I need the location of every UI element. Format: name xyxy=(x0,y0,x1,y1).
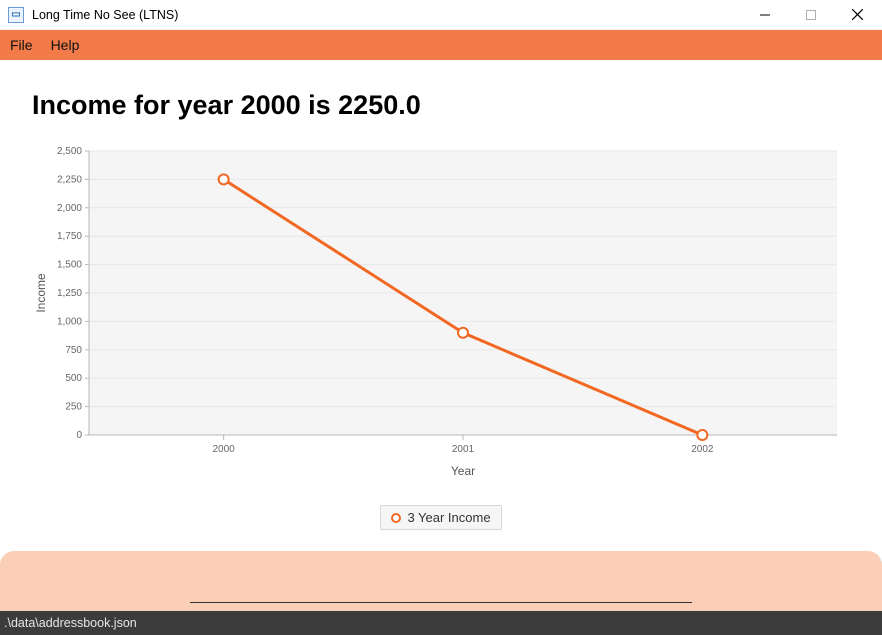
minimize-button[interactable] xyxy=(742,0,788,30)
svg-text:2,500: 2,500 xyxy=(57,146,82,157)
menubar: File Help xyxy=(0,30,882,60)
legend: 3 Year Income xyxy=(30,505,852,530)
titlebar: ▭ Long Time No See (LTNS) xyxy=(0,0,882,30)
chart-container: 0 250 500 750 1,000 1,250 1,500 1,750 2,000 2,250… xyxy=(31,141,851,501)
svg-text:500: 500 xyxy=(65,373,82,384)
bottom-panel xyxy=(0,551,882,611)
close-button[interactable] xyxy=(834,0,880,30)
legend-item: 3 Year Income xyxy=(380,505,501,530)
app-icon: ▭ xyxy=(8,7,24,23)
svg-text:750: 750 xyxy=(65,345,82,356)
svg-text:1,250: 1,250 xyxy=(57,288,82,299)
menu-file[interactable]: File xyxy=(10,37,33,53)
input-underline[interactable] xyxy=(190,602,692,603)
svg-text:0: 0 xyxy=(76,430,82,441)
page-title: Income for year 2000 is 2250.0 xyxy=(32,90,852,121)
income-chart: 0 250 500 750 1,000 1,250 1,500 1,750 2,000 2,250… xyxy=(31,141,851,501)
svg-text:Income: Income xyxy=(34,273,48,313)
svg-text:2002: 2002 xyxy=(691,444,714,455)
legend-label: 3 Year Income xyxy=(407,510,490,525)
svg-text:1,500: 1,500 xyxy=(57,260,82,271)
menu-help[interactable]: Help xyxy=(51,37,80,53)
svg-text:Year: Year xyxy=(451,464,475,478)
svg-text:1,750: 1,750 xyxy=(57,231,82,242)
maximize-button[interactable] xyxy=(788,0,834,30)
svg-text:2000: 2000 xyxy=(213,444,236,455)
content-area: Income for year 2000 is 2250.0 0 250 500 75… xyxy=(0,60,882,530)
svg-text:2,250: 2,250 xyxy=(57,174,82,185)
svg-text:250: 250 xyxy=(65,402,82,413)
svg-text:2001: 2001 xyxy=(452,444,475,455)
legend-marker-icon xyxy=(391,513,401,523)
status-text: .\data\addressbook.json xyxy=(4,616,137,630)
window-title: Long Time No See (LTNS) xyxy=(32,8,178,22)
svg-text:2,000: 2,000 xyxy=(57,203,82,214)
svg-text:1,000: 1,000 xyxy=(57,316,82,327)
statusbar: .\data\addressbook.json xyxy=(0,611,882,635)
